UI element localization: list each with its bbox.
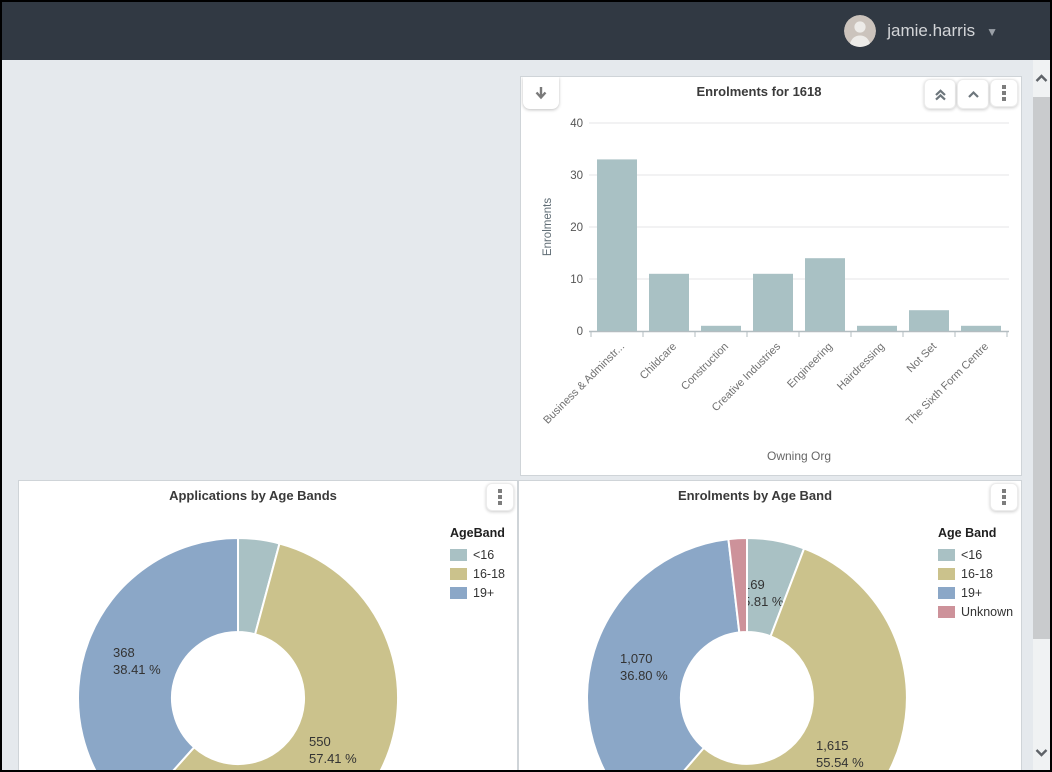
bar-Creative Industries[interactable] xyxy=(753,273,793,331)
legend-label: 19+ xyxy=(473,586,495,600)
applications-legend: AgeBand <16 16-18 19+ xyxy=(450,526,505,600)
x-axis-title: Owning Org xyxy=(767,449,831,463)
svg-text:30: 30 xyxy=(570,170,583,182)
legend-item-19+[interactable]: 19+ xyxy=(938,586,1013,600)
x-tick-label: Engineering xyxy=(785,341,835,391)
legend-label: <16 xyxy=(961,548,983,562)
slice-data-label: 1,615 55.54 % xyxy=(816,738,864,770)
chevron-down-icon xyxy=(1035,748,1048,757)
svg-text:10: 10 xyxy=(570,274,583,286)
legend-swatch xyxy=(450,587,467,599)
pie-slice-19+[interactable] xyxy=(586,538,741,772)
svg-text:20: 20 xyxy=(570,222,583,234)
scroll-up-button[interactable] xyxy=(1033,64,1050,92)
legend-item-16-18[interactable]: 16-18 xyxy=(450,567,505,581)
ellipsis-icon xyxy=(1002,85,1006,89)
arrow-down-icon xyxy=(535,87,547,100)
chevron-up-icon xyxy=(967,90,979,98)
svg-text:0: 0 xyxy=(577,326,583,338)
svg-text:40: 40 xyxy=(570,118,583,130)
slice-data-label: 550 57.41 % xyxy=(309,734,357,766)
pie-slice-Unknown[interactable] xyxy=(727,537,748,634)
person-icon xyxy=(844,15,877,47)
slice-data-label: 1,070 36.80 % xyxy=(620,651,668,683)
bar-Childcare[interactable] xyxy=(649,273,689,331)
bar-Not Set[interactable] xyxy=(909,310,949,331)
double-chevron-up-icon xyxy=(934,88,946,100)
chevron-down-icon[interactable]: ▼ xyxy=(986,25,998,39)
legend-item-<16[interactable]: <16 xyxy=(938,548,1013,562)
legend-item-Unknown[interactable]: Unknown xyxy=(938,605,1013,619)
applications-panel-title: Applications by Age Bands xyxy=(169,488,337,503)
scroll-down-button[interactable] xyxy=(1033,738,1050,766)
bar-panel-title: Enrolments for 1618 xyxy=(696,84,822,99)
x-tick-label: Business & Adminstr... xyxy=(541,341,627,427)
legend-swatch xyxy=(938,606,955,618)
ellipsis-icon xyxy=(1002,489,1006,493)
pie-slice-19+[interactable] xyxy=(77,537,239,772)
pie-slice-16-18[interactable] xyxy=(642,547,908,772)
slice-data-label: 368 38.41 % xyxy=(113,645,161,677)
scrollbar-thumb[interactable] xyxy=(1033,97,1050,639)
pie-slice-16-18[interactable] xyxy=(132,542,400,772)
collapse-panel-button[interactable] xyxy=(957,79,989,109)
slice-data-label: 169 5.81 % xyxy=(743,577,784,609)
legend-item-<16[interactable]: <16 xyxy=(450,548,505,562)
topbar: jamie.harris ▼ xyxy=(2,2,1050,60)
legend-item-19+[interactable]: 19+ xyxy=(450,586,505,600)
legend-swatch xyxy=(938,549,955,561)
bar-The Sixth Form Centre[interactable] xyxy=(961,325,1001,331)
legend-swatch xyxy=(938,587,955,599)
legend-swatch xyxy=(450,568,467,580)
username[interactable]: jamie.harris xyxy=(887,21,976,40)
bar-Construction[interactable] xyxy=(701,325,741,331)
enrolments-panel-title: Enrolments by Age Band xyxy=(677,488,833,503)
user-avatar[interactable] xyxy=(844,15,877,47)
collapse-all-button[interactable] xyxy=(924,79,956,109)
applications-donut-chart: 550 57.41 % 368 38.41 % xyxy=(77,537,400,772)
applications-pie-panel: 550 57.41 % 368 38.41 % Applications by Age… xyxy=(18,480,518,772)
y-axis-title: Enrolments xyxy=(542,198,554,256)
bar-Business & Adminstr...[interactable] xyxy=(597,159,637,331)
legend-title: AgeBand xyxy=(450,526,505,540)
move-panel-down-button[interactable] xyxy=(523,77,559,109)
bar-panel-menu-button[interactable] xyxy=(990,79,1018,107)
user-menu[interactable]: jamie.harris ▼ xyxy=(844,2,998,60)
bar-Engineering[interactable] xyxy=(805,258,845,331)
ellipsis-icon xyxy=(498,489,502,493)
legend-item-16-18[interactable]: 16-18 xyxy=(938,567,1013,581)
legend-swatch xyxy=(938,568,955,580)
bar-Hairdressing[interactable] xyxy=(857,325,897,331)
legend-swatch xyxy=(450,549,467,561)
x-tick-label: Construction xyxy=(679,341,731,393)
bar-chart: 0 10 20 30 40 Business & Adminstr... Childcare… xyxy=(541,118,1009,463)
legend-label: 16-18 xyxy=(961,567,993,581)
enrolments-legend: Age Band <16 16-18 19+ Unknown xyxy=(938,526,1013,619)
legend-label: 19+ xyxy=(961,586,983,600)
enrolments-panel-menu-button[interactable] xyxy=(990,483,1018,511)
enrolments-pie-panel: 169 5.81 % 1,615 55.54 % 1,070 36.80 % Enrolm… xyxy=(518,480,1022,772)
x-tick-label: Childcare xyxy=(638,341,679,382)
x-tick-label: Not Set xyxy=(905,341,939,375)
enrolments-donut-chart: 169 5.81 % 1,615 55.54 % 1,070 36.80 % xyxy=(586,536,908,772)
legend-label: <16 xyxy=(473,548,495,562)
vertical-scrollbar[interactable] xyxy=(1033,60,1050,770)
legend-label: 16-18 xyxy=(473,567,505,581)
legend-label: Unknown xyxy=(961,605,1014,619)
chevron-up-icon xyxy=(1035,73,1048,82)
applications-panel-menu-button[interactable] xyxy=(486,483,514,511)
x-tick-label: Hairdressing xyxy=(835,341,887,393)
legend-title: Age Band xyxy=(938,526,997,540)
bar-chart-panel: 0 10 20 30 40 Business & Adminstr... Childcare… xyxy=(520,76,1022,476)
